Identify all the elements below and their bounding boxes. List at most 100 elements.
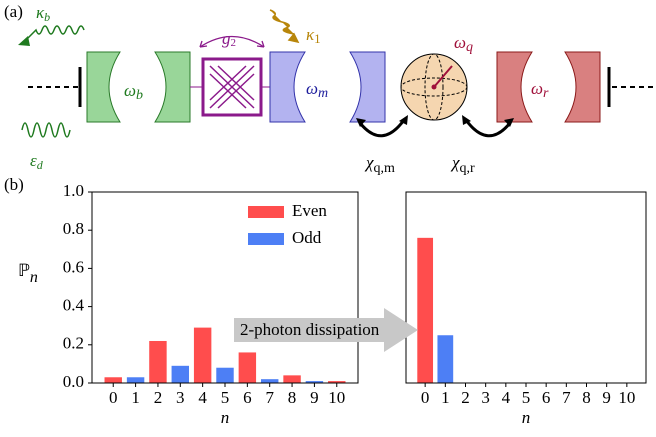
x-tick-label: 4: [198, 388, 207, 407]
mirror: [154, 51, 191, 123]
x-tick-label: 10: [328, 388, 345, 407]
panel-label: (b): [4, 175, 24, 194]
x-tick-label: 0: [421, 388, 430, 407]
symbol: ω: [454, 33, 466, 52]
x-tick-label: 8: [288, 388, 297, 407]
bloch-center: [431, 84, 437, 90]
x-tick-label: 8: [582, 388, 591, 407]
x-tick-label: 0: [109, 388, 118, 407]
subscript: d: [37, 158, 44, 172]
g2-arrowhead: [199, 40, 265, 48]
x-tick-label: 5: [522, 388, 531, 407]
bar: [305, 381, 324, 383]
omega-m-label: ωm: [306, 79, 328, 101]
x-tick-label: 3: [176, 388, 185, 407]
x-tick-label: 6: [542, 388, 551, 407]
omega-r-label: ωr: [531, 79, 549, 101]
symbol: g: [222, 29, 231, 48]
coupler-element: [209, 65, 255, 109]
symbol: ω: [531, 79, 543, 98]
dissipation-arrow: [234, 308, 418, 352]
subscript: q,m: [373, 161, 395, 176]
x-tick-label: 4: [502, 388, 511, 407]
subscript: 1: [314, 31, 321, 46]
chi-arrow: [464, 119, 512, 138]
legend-swatch: [248, 206, 284, 218]
x-tick-label: 10: [618, 388, 635, 407]
x-tick-label: 1: [131, 388, 140, 407]
chi-qm-label: χq,m: [364, 153, 395, 176]
bar: [171, 365, 190, 383]
x-tick-label: 9: [310, 388, 319, 407]
subscript: q,r: [459, 161, 475, 176]
x-tick-label: 2: [154, 388, 163, 407]
x-axis-label: n: [221, 408, 230, 427]
charts: 0 1 2 3 4 5 6 7 8 9 100.00.20.40.60.81.0nℙnEvenOdd…: [18, 181, 647, 427]
plot-frame: [91, 191, 359, 384]
legend-label: Even: [292, 201, 327, 220]
subscript: q: [466, 40, 473, 55]
mirror: [86, 51, 121, 123]
mirror: [349, 51, 386, 123]
bar: [238, 352, 257, 383]
x-axis-label: n: [522, 408, 531, 427]
y-axis-symbol: ℙ: [18, 261, 30, 280]
kappa-1-wave: [269, 9, 300, 44]
kappa-b-arrowhead: [18, 36, 30, 46]
bar: [193, 327, 212, 383]
mirror: [269, 51, 306, 123]
kappa-1-label: κ1: [306, 25, 321, 46]
subscript: r: [543, 86, 549, 101]
bar: [417, 237, 434, 383]
omega-b-label: ωb: [124, 81, 143, 103]
mirror: [564, 51, 601, 123]
symbol: ε: [30, 151, 37, 170]
symbol: ω: [306, 79, 318, 98]
omega-q-label: ωq: [454, 33, 473, 55]
eps-d-label: εd: [30, 151, 44, 172]
x-tick-label: 7: [265, 388, 274, 407]
x-tick-label: 1: [441, 388, 450, 407]
x-tick-label: 7: [562, 388, 571, 407]
bar: [260, 379, 279, 383]
bar: [126, 377, 145, 383]
subscript: b: [44, 10, 50, 24]
y-tick-label: 1.0: [63, 181, 84, 200]
subscript: b: [136, 88, 143, 103]
y-tick-label: 0.6: [63, 257, 84, 276]
sphere-equator: [400, 77, 468, 97]
kappa-b-wave: [23, 25, 85, 43]
kappa-b-label: κb: [36, 3, 50, 24]
symbol: χ: [450, 153, 460, 172]
y-axis-subscript: n: [30, 269, 38, 286]
mirror: [496, 51, 533, 123]
subscript: m: [318, 86, 328, 101]
y-tick-label: 0.4: [63, 296, 85, 315]
x-tick-label: 3: [481, 388, 490, 407]
y-tick-label: 0.0: [63, 372, 84, 391]
bar: [216, 367, 234, 383]
symbol: κ: [36, 3, 45, 22]
symbol: ω: [124, 81, 136, 100]
legend-swatch: [248, 233, 284, 245]
bar: [437, 335, 454, 383]
bar: [149, 340, 167, 383]
arrow-label: 2-photon dissipation: [240, 320, 380, 339]
x-tick-label: 5: [221, 388, 230, 407]
y-axis-label: ℙn: [18, 261, 38, 286]
x-tick-label: 6: [243, 388, 252, 407]
bar: [328, 381, 346, 383]
x-tick-label: 2: [461, 388, 470, 407]
symbol: κ: [306, 25, 315, 44]
bloch-vector: [433, 65, 453, 88]
sphere-meridian: [424, 53, 444, 121]
x-tick-label: 9: [602, 388, 611, 407]
bar: [104, 377, 122, 383]
bar: [283, 375, 301, 383]
y-tick-label: 0.8: [63, 219, 84, 238]
panel-label: (a): [4, 2, 23, 21]
drive-wave: [21, 122, 71, 138]
g2-arrow: [199, 35, 265, 48]
chi-qr-label: χq,r: [450, 153, 475, 176]
